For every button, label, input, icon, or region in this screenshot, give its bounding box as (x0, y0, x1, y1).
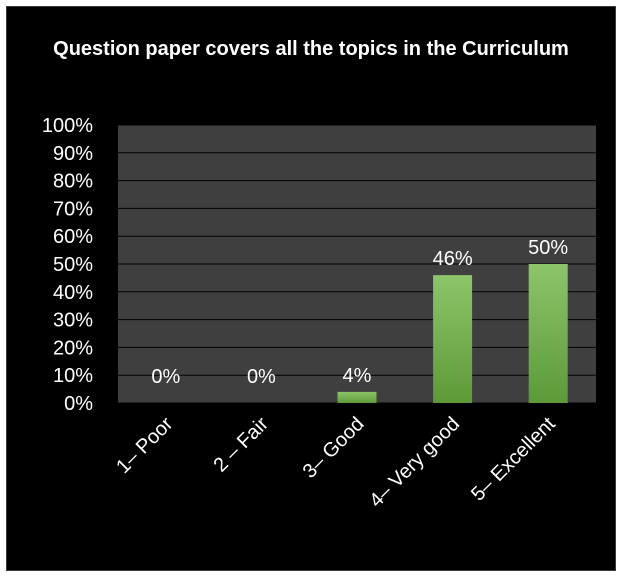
data-label: 50% (528, 237, 568, 259)
x-category-label: 3– Good (299, 413, 369, 483)
y-tick-label: 90% (53, 143, 93, 165)
y-tick-label: 10% (53, 365, 93, 387)
bar (528, 264, 568, 403)
x-category-label: 5– Excellent (467, 413, 560, 506)
data-labels: 0% 0% 4% 46% 50% (151, 237, 568, 388)
x-category-label: 2 – Fair (209, 413, 273, 477)
y-tick-label: 100% (42, 115, 93, 137)
bars (337, 264, 568, 403)
data-label: 0% (247, 366, 276, 388)
gridlines (118, 124, 596, 404)
data-label: 0% (151, 366, 180, 388)
y-tick-label: 20% (53, 337, 93, 359)
bar (433, 275, 473, 403)
x-category-label: 1– Poor (112, 413, 177, 478)
data-label: 46% (433, 248, 473, 270)
y-tick-label: 80% (53, 171, 93, 193)
x-category-label: 4– Very good (365, 413, 464, 512)
chart-title: Question paper covers all the topics in … (53, 38, 569, 60)
y-tick-label: 50% (53, 254, 93, 276)
bar (337, 391, 377, 403)
y-tick-label: 30% (53, 310, 93, 332)
data-label: 4% (343, 365, 372, 387)
y-tick-label: 0% (64, 393, 93, 415)
y-tick-label: 70% (53, 198, 93, 220)
y-tick-label: 60% (53, 226, 93, 248)
y-tick-label: 40% (53, 282, 93, 304)
y-axis-ticks: 0% 10% 20% 30% 40% 50% 60% 70% 80% 90% 100% (42, 115, 93, 415)
